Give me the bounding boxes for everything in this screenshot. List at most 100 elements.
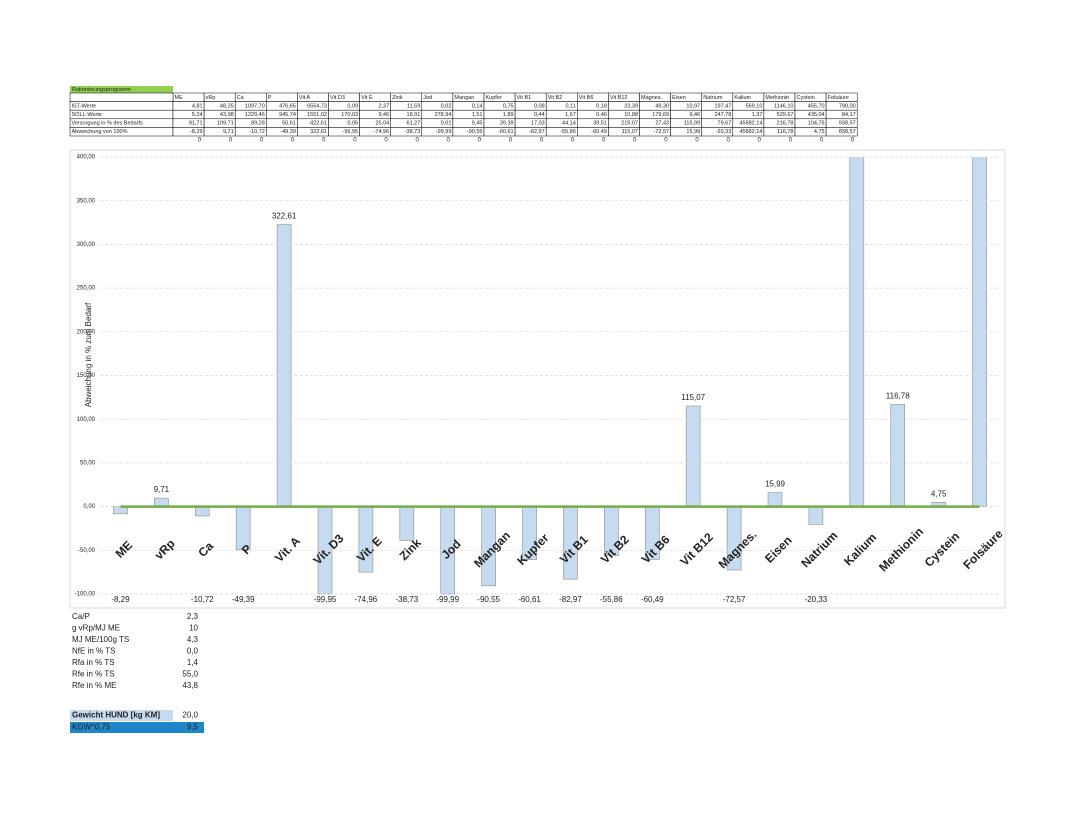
header-cell <box>69 92 174 102</box>
cell-value: 0,01 <box>441 121 452 127</box>
cell-value: 0,11 <box>566 103 576 109</box>
header-label: Jod <box>423 95 432 101</box>
title-cell <box>70 86 173 93</box>
cell-value: 9,46 <box>689 112 700 118</box>
cell-value: 9,46 <box>378 112 389 118</box>
zero-cell: 0 <box>695 138 699 144</box>
cell-value: 4,75 <box>814 129 825 135</box>
header-label: Vit A <box>299 95 311 101</box>
cell-value: 247,78 <box>714 112 731 118</box>
cell-value: 0,08 <box>534 103 545 109</box>
y-tick-label: -100,00 <box>75 592 96 598</box>
header-label: P <box>268 95 272 101</box>
header-label: Eisen <box>672 95 686 101</box>
cell-value: 25,04 <box>375 121 389 127</box>
header-label: Vit D3 <box>330 95 345 101</box>
cell-value: 11,59 <box>407 103 420 109</box>
data-label: 115,07 <box>681 393 705 402</box>
cell-value: 1,89 <box>503 112 514 118</box>
bar <box>808 506 824 525</box>
data-label: -60,49 <box>641 595 664 604</box>
cell-value: 4,81 <box>192 103 203 109</box>
cell-value: 9,71 <box>223 129 234 135</box>
stat-value: 43,8 <box>182 681 198 690</box>
cell-value: -49,39 <box>280 129 296 135</box>
cell-value: 0,05 <box>347 121 358 127</box>
row-label: Versorgung in % des Bedarfs <box>72 121 143 127</box>
cell-value: 89,28 <box>251 121 265 127</box>
cell-value: 45982,14 <box>739 121 762 127</box>
cell-value: 116,78 <box>777 129 793 135</box>
zero-cell: 0 <box>229 138 233 144</box>
row-label: SOLL-Werte <box>72 112 102 118</box>
header-label: Methionin <box>765 95 789 101</box>
data-label: 116,78 <box>886 392 910 401</box>
weight-label: Gewicht HUND [kg KM] <box>72 711 160 720</box>
header-label: Cystein <box>797 95 815 101</box>
cell-value: 61,27 <box>407 121 421 127</box>
stat-label: Ca/P <box>72 612 90 621</box>
header-label: Zink <box>392 95 403 101</box>
cell-value: 322,61 <box>310 129 327 135</box>
header-label: Folsäure <box>828 95 849 101</box>
y-tick-label: 250,00 <box>77 286 96 292</box>
zero-cell: 0 <box>384 138 388 144</box>
data-label: -38,73 <box>395 595 418 604</box>
kgw-label: KGW^0,75 <box>72 723 111 732</box>
stat-label: NfE in % TS <box>72 647 115 656</box>
cell-value: -8,29 <box>190 129 203 135</box>
cell-value: 1,67 <box>565 112 576 118</box>
header-label: Mangan <box>454 95 474 101</box>
cell-value: -60,61 <box>498 129 514 135</box>
zero-cell: 0 <box>726 138 730 144</box>
cell <box>825 127 858 137</box>
data-label: -99,95 <box>314 595 337 604</box>
cell-value: 45882,14 <box>739 129 762 135</box>
cell-value: 197,47 <box>714 103 731 109</box>
zero-cell: 0 <box>602 138 606 144</box>
cell-value: 945,74 <box>279 112 296 118</box>
cell-value: 838,57 <box>839 129 856 135</box>
cell-value: 50,61 <box>282 121 296 127</box>
data-label: -72,57 <box>723 595 746 604</box>
y-tick-label: 100,00 <box>77 417 96 423</box>
cell-value: 0,44 <box>534 112 545 118</box>
table-title: Rationierungsprogramm <box>72 87 131 93</box>
cell-value: 79,67 <box>718 121 732 127</box>
y-tick-label: 0,00 <box>83 504 95 510</box>
cell-value: 6554,73 <box>307 103 327 109</box>
cell-value: -72,57 <box>653 129 669 135</box>
cell-value: 938,57 <box>839 121 856 127</box>
kgw-cell <box>70 722 204 733</box>
cell-value: 91,71 <box>189 121 203 127</box>
zero-cell: 0 <box>633 138 637 144</box>
header-label: Vit B1 <box>517 95 532 101</box>
cell-value: 278,94 <box>435 112 452 118</box>
zero-cell: 0 <box>322 138 326 144</box>
stat-value: 0,0 <box>187 647 199 656</box>
cell-value: 49,30 <box>655 103 669 109</box>
data-label: 322,61 <box>272 212 297 221</box>
header-label: Vit B12 <box>610 95 628 101</box>
cell-value: -20,33 <box>716 129 732 135</box>
data-label: -10,72 <box>191 595 214 604</box>
header-label: Vit E <box>361 95 373 101</box>
cell-value: 9,45 <box>472 121 483 127</box>
cell-value: 0,09 <box>347 103 358 109</box>
stat-value: 2,3 <box>187 612 199 621</box>
cell-value: 790,00 <box>839 103 856 109</box>
y-tick-label: 400,00 <box>77 155 96 161</box>
data-label: -49,39 <box>232 595 255 604</box>
cell-value: -99,99 <box>436 129 452 135</box>
cell-value: 435,04 <box>808 112 825 118</box>
cell-value: 0,18 <box>596 103 607 109</box>
y-tick-label: 300,00 <box>77 242 96 248</box>
cell-value: 1146,10 <box>774 103 793 109</box>
zero-cell: 0 <box>291 138 295 144</box>
row-label: IST-Werte <box>72 103 97 109</box>
cell-value: 1,51 <box>472 112 483 118</box>
zero-cell: 0 <box>789 138 793 144</box>
cell-value: 44,14 <box>562 121 576 127</box>
data-label: -90,55 <box>477 595 500 604</box>
